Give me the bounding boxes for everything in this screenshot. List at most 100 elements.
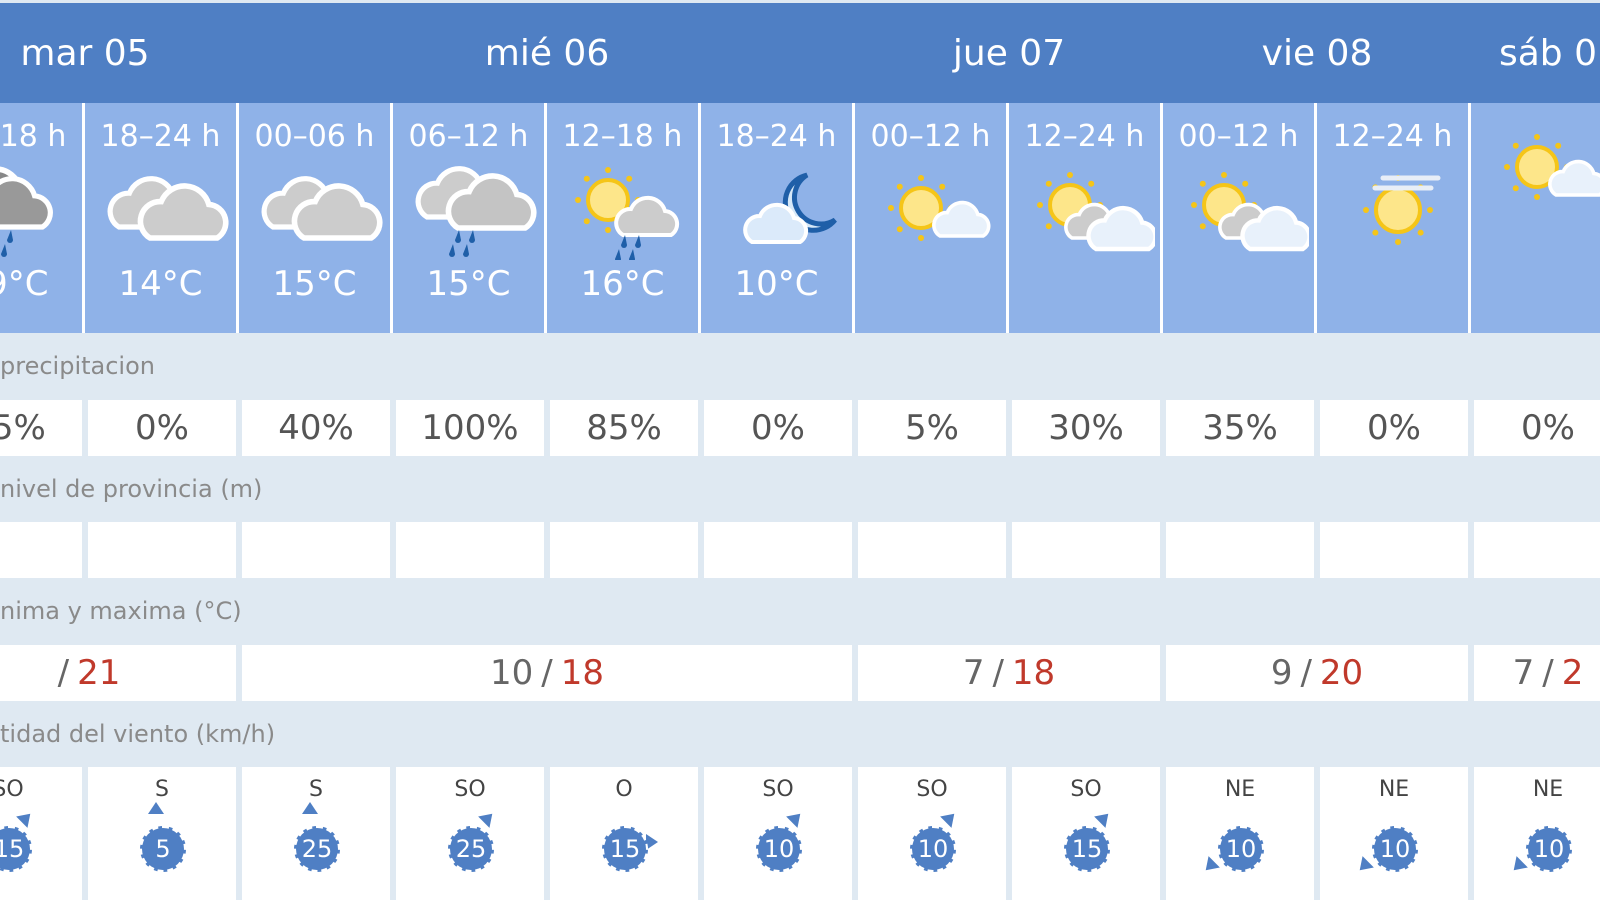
snow-level-cell [88,522,236,578]
snow-level-cell [704,522,852,578]
period-column: 06–12 h 15°C [393,103,547,333]
period-hours: 18–24 h [100,119,221,154]
day-header-1[interactable]: mié 06 [239,3,858,103]
wind-cell: NE 10 [1320,767,1468,900]
period-temperature: 10°C [734,264,819,304]
precip-cell: 0% [1474,400,1600,456]
period-hours: 00–06 h [254,119,375,154]
period-column [1471,103,1600,333]
snow-level-cell [858,522,1006,578]
wind-speed: 10 [756,826,802,872]
wind-cell: NE 10 [1166,767,1314,900]
day-header-0[interactable]: mar 05 [0,3,242,103]
wind-direction: SO [0,777,24,802]
snow-level-cell [1320,522,1468,578]
period-column: 12–24 h [1009,103,1163,333]
precip-cell: 40% [242,400,390,456]
wind-speed: 25 [448,826,494,872]
period-hours: 00–12 h [870,119,991,154]
row-label-precip: precipitacion [0,352,155,380]
period-column: 00–12 h [1163,103,1317,333]
snow-level-cell [1166,522,1314,578]
snow-level-cell [550,522,698,578]
precip-cell: 30% [1012,400,1160,456]
day-header-2[interactable]: jue 07 [855,3,1166,103]
period-hours: 00–12 h [1178,119,1299,154]
wind-cell: SO 25 [396,767,544,900]
sun-clouds-icon [1036,172,1155,252]
wind-badge: 15 [1046,806,1126,886]
period-column: 00–06 h 15°C [239,103,393,333]
wind-cell: O 15 [550,767,698,900]
period-column: 00–12 h [855,103,1009,333]
precip-cell: 25% [0,400,82,456]
wind-badge: 15 [584,806,664,886]
separator: / [57,653,70,693]
temp-max: 21 [77,653,121,693]
precip-cell: 0% [88,400,236,456]
temp-min: 7 [1512,653,1535,693]
period-temperature: 16°C [580,264,665,304]
separator: / [1542,653,1554,693]
period-temperature: 14°C [118,264,203,304]
temp-min: 7 [962,653,985,693]
temp-max: 20 [1319,653,1364,693]
period-hours: 12–18 h [0,119,67,154]
wind-direction: SO [916,777,948,802]
period-hours: 12–24 h [1332,119,1453,154]
wind-cell: SO 15 [0,767,82,900]
period-column: 12–18 h 19°C [0,103,85,333]
wind-speed: 10 [910,826,956,872]
wind-direction: SO [454,777,486,802]
heavy-rain-cloud-icon [0,166,53,257]
wind-cell: SO 15 [1012,767,1160,900]
wind-cell: NE 10 [1474,767,1600,900]
snow-level-cell [396,522,544,578]
snow-level-cell [242,522,390,578]
row-label-temp: nima y maxima (°C) [0,597,242,625]
wind-speed: 15 [0,826,32,872]
sun-cloud-rain-icon [574,167,679,260]
minmax-cell: /21 [0,645,236,701]
minmax-cell: 7/18 [858,645,1160,701]
wind-direction: SO [1070,777,1102,802]
separator: / [1300,653,1312,693]
period-hours: 18–24 h [716,119,837,154]
cloud-rain-icon [415,166,537,257]
precip-cell: 85% [550,400,698,456]
wind-badge: 10 [738,806,818,886]
wind-speed: 10 [1218,826,1264,872]
wind-badge: 10 [892,806,972,886]
wind-cell: SO 10 [858,767,1006,900]
wind-badge: 5 [122,802,202,886]
wind-direction: S [309,777,323,802]
wind-badge: 10 [1200,806,1280,886]
sun-clouds-icon [1190,172,1309,252]
temp-max: 18 [560,653,604,693]
minmax-cell: 10/18 [242,645,852,701]
sun-haze-icon [1362,175,1440,245]
period-column: 12–24 h [1317,103,1471,333]
sun-cloud-icon [1503,134,1600,200]
wind-cell: S 25 [242,767,390,900]
precip-cell: 5% [858,400,1006,456]
day-header-4[interactable]: sáb 0 [1471,3,1600,103]
day-header-3[interactable]: vie 08 [1163,3,1474,103]
cloudy-icon [261,176,383,241]
wind-badge: 25 [276,802,356,886]
wind-direction: S [155,777,169,802]
wind-direction: NE [1532,777,1564,802]
period-hours: 12–24 h [1024,119,1145,154]
snow-level-cell [1012,522,1160,578]
period-column: 18–24 h 10°C [701,103,855,333]
wind-direction: NE [1378,777,1410,802]
precip-cell: 0% [704,400,852,456]
minmax-cell: 7/2 [1474,645,1600,701]
wind-direction: NE [1224,777,1256,802]
period-temperature: 15°C [426,264,511,304]
minmax-cell: 9/20 [1166,645,1468,701]
separator: / [992,653,1004,693]
wind-speed: 5 [140,826,186,872]
row-label-wind: tidad del viento (km/h) [0,720,276,748]
